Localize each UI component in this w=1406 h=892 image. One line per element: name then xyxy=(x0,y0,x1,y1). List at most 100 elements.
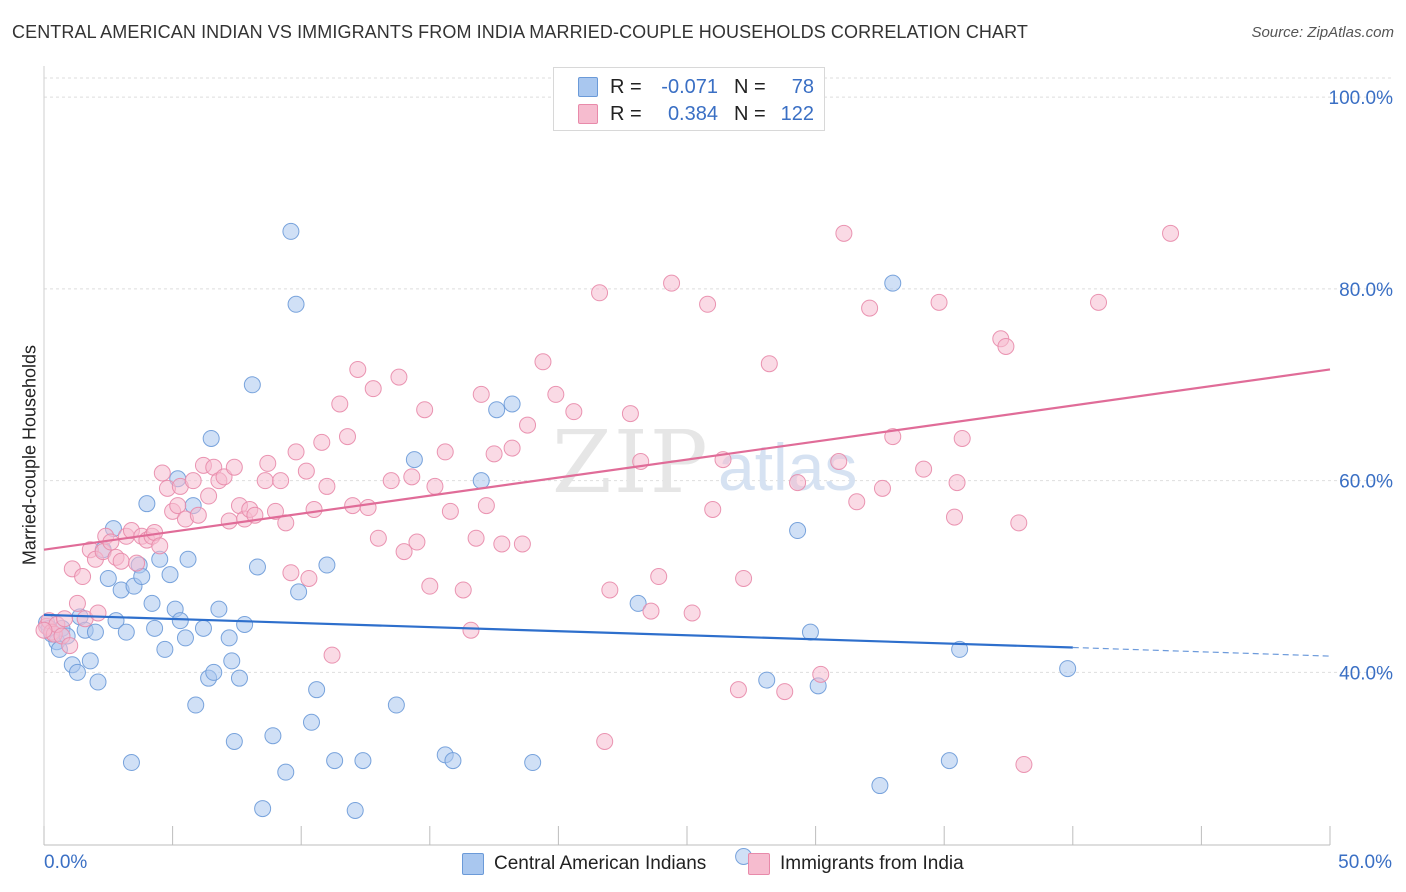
data-point-india xyxy=(789,474,807,492)
data-point-india xyxy=(426,477,444,495)
bottom-legend-swatch-pink xyxy=(748,853,770,875)
data-point-india xyxy=(663,274,681,292)
y-tick-label: 100.0% xyxy=(1329,88,1394,109)
data-point-india xyxy=(454,581,472,599)
legend-row-india: R = 0.384 N = 122 xyxy=(578,102,814,126)
data-point-central-american xyxy=(117,623,135,641)
legend-n-label: N = xyxy=(734,75,766,98)
trend-line-central-american-extension xyxy=(1072,646,1331,657)
data-point-central-american xyxy=(801,623,819,641)
data-point-india xyxy=(547,385,565,403)
data-point-india xyxy=(830,453,848,470)
data-point-india xyxy=(621,405,639,423)
data-point-central-american xyxy=(488,401,506,419)
data-point-india xyxy=(948,474,966,492)
data-point-india xyxy=(112,552,130,570)
data-point-india xyxy=(225,458,243,476)
data-point-india xyxy=(390,368,408,386)
data-point-india xyxy=(650,568,668,586)
data-point-central-american xyxy=(387,696,405,714)
watermark-zip: ZIP xyxy=(552,413,710,513)
source-credit: Source: ZipAtlas.com xyxy=(1251,24,1394,41)
data-point-central-american xyxy=(230,669,248,687)
data-point-central-american xyxy=(629,594,647,612)
data-point-india xyxy=(835,224,853,242)
data-point-india xyxy=(848,493,866,511)
data-point-central-american xyxy=(326,752,344,770)
data-point-india xyxy=(945,508,963,526)
data-point-central-american xyxy=(789,522,807,540)
correlation-legend: R = -0.071 N = 78 R = 0.384 N = 122 xyxy=(553,67,825,131)
data-point-india xyxy=(1090,293,1108,311)
data-point-central-american xyxy=(187,696,205,714)
data-point-india xyxy=(408,533,426,551)
data-point-central-american xyxy=(940,752,958,770)
data-point-central-american xyxy=(472,472,490,490)
legend-r-value: -0.071 xyxy=(661,75,718,98)
data-point-central-american xyxy=(318,556,336,574)
data-point-india xyxy=(189,506,207,524)
data-point-india xyxy=(382,472,400,490)
data-point-india xyxy=(364,380,382,398)
data-point-india xyxy=(35,621,53,639)
data-point-central-american xyxy=(308,681,326,699)
data-point-central-american xyxy=(884,274,902,292)
legend-swatch-pink xyxy=(578,104,598,124)
data-point-india xyxy=(930,293,948,311)
y-tick-label: 80.0% xyxy=(1339,280,1393,301)
data-point-central-american xyxy=(405,451,423,469)
data-point-india xyxy=(1015,755,1033,773)
x-axis-min-label: 0.0% xyxy=(44,852,88,873)
data-point-india xyxy=(503,439,521,457)
y-tick-label: 40.0% xyxy=(1339,663,1393,684)
data-point-central-american xyxy=(346,801,364,819)
data-point-india xyxy=(493,535,511,553)
data-point-central-american xyxy=(146,619,164,637)
bottom-legend-central-american: Central American Indians xyxy=(462,851,706,877)
data-point-india xyxy=(997,337,1015,355)
data-point-central-american xyxy=(951,640,969,658)
data-point-india xyxy=(169,497,187,515)
data-point-central-american xyxy=(143,594,161,612)
chart-title: CENTRAL AMERICAN INDIAN VS IMMIGRANTS FR… xyxy=(12,22,1028,42)
data-point-india xyxy=(953,429,971,447)
data-point-india xyxy=(403,468,421,486)
data-point-india xyxy=(596,732,614,750)
bottom-legend-label: Immigrants from India xyxy=(780,853,964,874)
data-point-india xyxy=(729,681,747,699)
legend-r-value: 0.384 xyxy=(667,102,718,125)
data-point-india xyxy=(184,472,202,490)
data-point-central-american xyxy=(524,754,542,772)
legend-swatch-blue xyxy=(578,77,598,97)
legend-n-label: N = xyxy=(734,102,766,125)
data-point-central-american xyxy=(68,663,86,681)
data-point-india xyxy=(472,385,490,403)
data-point-central-american xyxy=(254,800,272,818)
legend-row-central-american: R = -0.071 N = 78 xyxy=(578,75,814,99)
data-point-central-american xyxy=(264,727,282,745)
data-point-india xyxy=(349,360,367,378)
data-point-india xyxy=(441,502,459,520)
data-point-india xyxy=(513,535,531,553)
data-point-central-american xyxy=(302,713,320,731)
data-point-central-american xyxy=(176,629,194,647)
data-point-india xyxy=(256,472,274,490)
data-point-india xyxy=(812,665,830,683)
data-point-india xyxy=(153,464,171,482)
data-point-india xyxy=(436,443,454,461)
data-point-india xyxy=(128,554,146,572)
data-point-central-american xyxy=(138,495,156,513)
data-point-india xyxy=(200,487,218,505)
data-point-india xyxy=(462,621,480,639)
data-point-india xyxy=(395,543,413,561)
x-axis-max-label: 50.0% xyxy=(1338,852,1392,873)
data-point-india xyxy=(760,355,778,373)
data-point-central-american xyxy=(194,619,212,637)
data-point-india xyxy=(642,602,660,620)
data-point-central-american xyxy=(248,558,266,576)
data-point-india xyxy=(776,683,794,701)
data-point-central-american xyxy=(89,673,107,691)
data-point-central-american xyxy=(205,663,223,681)
legend-r-label: R = xyxy=(610,102,642,125)
